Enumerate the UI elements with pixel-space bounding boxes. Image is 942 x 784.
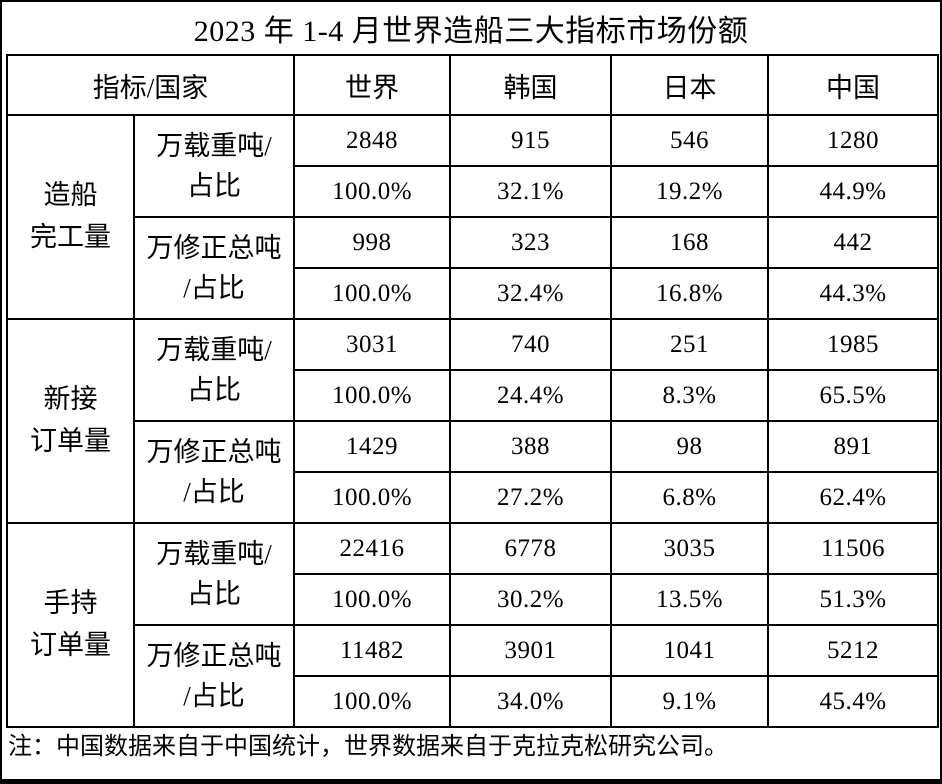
metric-label: 万载重吨/ 占比	[132, 318, 296, 422]
value-cell: 323	[449, 216, 613, 269]
value-cell: 6778	[449, 522, 613, 575]
value-cell: 98	[610, 420, 770, 473]
value-cell: 891	[767, 420, 940, 473]
header-china: 中国	[767, 54, 940, 116]
table-row: 万修正总吨 /占比 11482 3901 1041 5212	[7, 624, 940, 728]
share-cell: 44.9%	[767, 165, 940, 218]
table-row: 100.0% 32.4% 16.8% 44.3%	[7, 267, 940, 320]
group-label: 手持 订单量	[6, 522, 135, 728]
value-cell: 1041	[610, 624, 770, 677]
value-cell: 2848	[293, 114, 452, 167]
value-cell: 11482	[293, 624, 452, 677]
table-row: 100.0% 24.4% 8.3% 65.5%	[7, 369, 940, 422]
table-row: 造船 完工量 万载重吨/ 占比 2848 915 546 1280	[6, 114, 940, 320]
metric-label: 万修正总吨 /占比	[132, 216, 296, 320]
shipbuilding-indicators-table: 指标/国家 世界 韩国 日本 中国 造船 完工量 万载重吨/ 占比 2848 9…	[5, 54, 940, 728]
share-cell: 16.8%	[610, 267, 770, 320]
share-cell: 44.3%	[767, 267, 940, 320]
share-cell: 27.2%	[449, 471, 613, 524]
table-row: 万修正总吨 /占比 998 323 168 442	[7, 216, 940, 320]
share-cell: 34.0%	[449, 675, 613, 728]
value-cell: 442	[767, 216, 940, 269]
share-cell: 9.1%	[610, 675, 770, 728]
share-cell: 100.0%	[293, 165, 452, 218]
value-cell: 168	[610, 216, 770, 269]
value-cell: 998	[293, 216, 452, 269]
table-row: 100.0% 32.1% 19.2% 44.9%	[7, 165, 940, 218]
value-cell: 1985	[767, 318, 940, 371]
value-cell: 22416	[293, 522, 452, 575]
value-cell: 388	[449, 420, 613, 473]
share-cell: 65.5%	[767, 369, 940, 422]
header-japan: 日本	[610, 54, 770, 116]
share-cell: 100.0%	[293, 369, 452, 422]
table-row: 手持 订单量 万载重吨/ 占比 22416 6778 3035 11506	[6, 522, 940, 728]
value-cell: 3901	[449, 624, 613, 677]
share-cell: 100.0%	[293, 675, 452, 728]
metric-label: 万载重吨/ 占比	[132, 114, 296, 218]
share-cell: 24.4%	[449, 369, 613, 422]
table-row: 100.0% 27.2% 6.8% 62.4%	[7, 471, 940, 524]
value-cell: 3035	[610, 522, 770, 575]
group-label: 新接 订单量	[6, 318, 135, 524]
value-cell: 740	[449, 318, 613, 371]
share-cell: 100.0%	[293, 471, 452, 524]
share-cell: 19.2%	[610, 165, 770, 218]
value-cell: 11506	[767, 522, 940, 575]
table-row: 新接 订单量 万载重吨/ 占比 3031 740 251 1985	[6, 318, 940, 524]
source-note: 注：中国数据来自于中国统计，世界数据来自于克拉克松研究公司。	[8, 734, 728, 760]
table-row: 100.0% 34.0% 9.1% 45.4%	[7, 675, 940, 728]
share-cell: 51.3%	[767, 573, 940, 626]
share-cell: 8.3%	[610, 369, 770, 422]
metric-label: 万修正总吨 /占比	[132, 624, 296, 728]
header-korea: 韩国	[449, 54, 613, 116]
value-cell: 1429	[293, 420, 452, 473]
share-cell: 100.0%	[293, 573, 452, 626]
share-cell: 100.0%	[293, 267, 452, 320]
value-cell: 251	[610, 318, 770, 371]
value-cell: 3031	[293, 318, 452, 371]
value-cell: 1280	[767, 114, 940, 167]
header-indicator-country: 指标/国家	[5, 54, 296, 116]
share-cell: 13.5%	[610, 573, 770, 626]
share-cell: 45.4%	[767, 675, 940, 728]
table-row: 100.0% 30.2% 13.5% 51.3%	[7, 573, 940, 626]
header-row: 指标/国家 世界 韩国 日本 中国	[5, 54, 940, 116]
share-cell: 30.2%	[449, 573, 613, 626]
header-world: 世界	[293, 54, 452, 116]
value-cell: 915	[449, 114, 613, 167]
share-cell: 62.4%	[767, 471, 940, 524]
table-row: 万修正总吨 /占比 1429 388 98 891	[7, 420, 940, 524]
group-label: 造船 完工量	[6, 114, 135, 320]
share-cell: 32.4%	[449, 267, 613, 320]
table-title: 2023 年 1-4 月世界造船三大指标市场份额	[193, 15, 749, 48]
share-cell: 32.1%	[449, 165, 613, 218]
value-cell: 546	[610, 114, 770, 167]
value-cell: 5212	[767, 624, 940, 677]
share-cell: 6.8%	[610, 471, 770, 524]
metric-label: 万修正总吨 /占比	[132, 420, 296, 524]
metric-label: 万载重吨/ 占比	[132, 522, 296, 626]
